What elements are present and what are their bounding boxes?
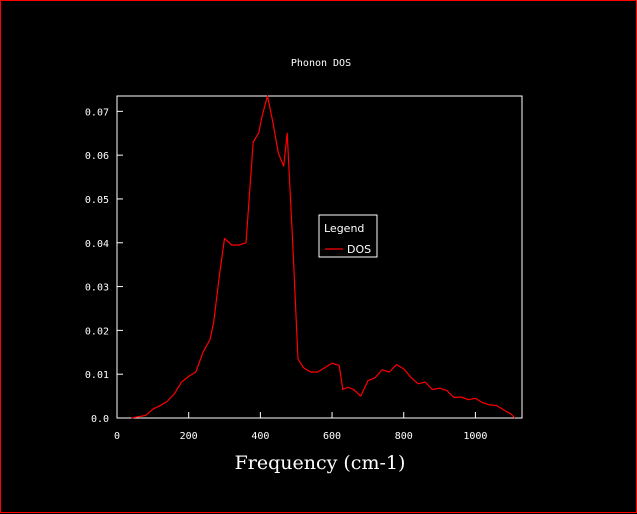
legend: Legend DOS	[318, 214, 378, 258]
x-tick-label: 800	[395, 431, 413, 442]
legend-title: Legend	[324, 222, 364, 235]
x-tick-label: 600	[323, 431, 341, 442]
legend-box	[318, 214, 378, 258]
x-tick-label: 0	[114, 431, 120, 442]
legend-entry-dos: DOS	[347, 243, 371, 256]
plot-frame	[116, 95, 523, 419]
y-tick-label: 0.0	[91, 414, 109, 425]
y-tick-label: 0.06	[85, 151, 109, 162]
y-axis: 0.0 0.01 0.02 0.03 0.04 0.05 0.06 0.07	[85, 107, 123, 425]
x-tick-label: 400	[251, 431, 269, 442]
y-tick-label: 0.02	[85, 326, 109, 337]
y-tick-label: 0.04	[85, 239, 109, 250]
y-tick-label: 0.07	[85, 107, 109, 118]
x-tick-label: 200	[180, 431, 198, 442]
y-tick-label: 0.05	[85, 195, 109, 206]
series-line-dos	[131, 95, 516, 419]
y-tick-label: 0.03	[85, 283, 109, 294]
chart-title: Phonon DOS	[291, 58, 351, 69]
x-axis: 0 200 400 600 800 1000	[114, 412, 487, 442]
x-axis-label: Frequency (cm-1)	[235, 452, 406, 474]
x-tick-label: 1000	[463, 431, 487, 442]
y-tick-label: 0.01	[85, 370, 109, 381]
